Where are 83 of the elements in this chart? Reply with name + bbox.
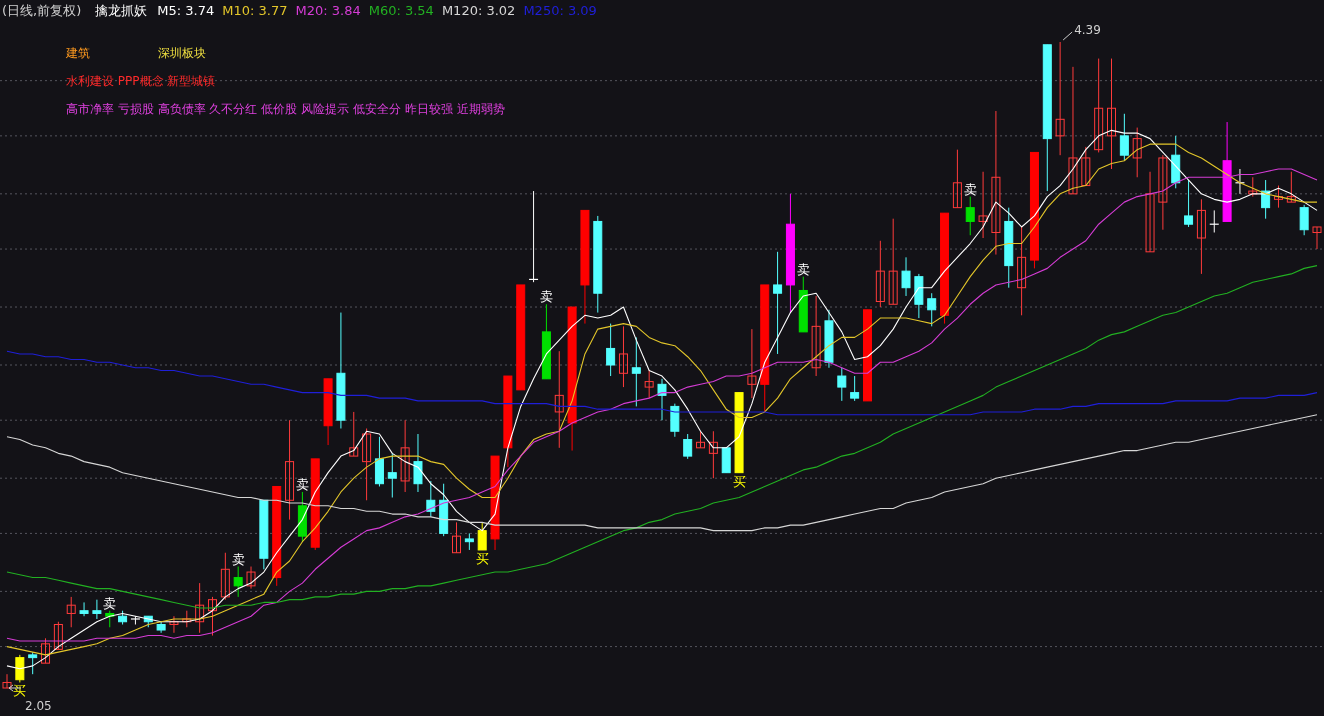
- text: M250: 3.09: [523, 3, 597, 18]
- text: 卖: [295, 476, 309, 492]
- candlestick: [1081, 146, 1091, 187]
- annotation: 深圳板块: [158, 46, 206, 60]
- text: 买: [732, 473, 746, 489]
- candlestick: [1312, 226, 1322, 250]
- candlestick: [850, 375, 860, 402]
- annotation: 高市净率 亏损股 高负债率 久不分红 低价股 风险提示 低安全分 昨日较强 近期弱势: [66, 102, 505, 116]
- annotation: 水利建设 PPP概念 新型城镇: [66, 74, 216, 88]
- candlestick: [66, 596, 76, 628]
- candlestick: [220, 552, 230, 601]
- candlestick: [631, 336, 641, 407]
- candlestick: [41, 637, 51, 664]
- candlestick: [1068, 66, 1078, 195]
- text: 买: [475, 550, 489, 566]
- candlestick: [2, 673, 14, 689]
- candlestick: [413, 433, 423, 493]
- candlestick: [15, 654, 25, 683]
- text: M60: 3.54: [368, 3, 434, 18]
- candlestick: [644, 370, 654, 399]
- candlestick: [708, 430, 718, 479]
- candlestick: [927, 292, 937, 327]
- candlestick: [79, 601, 89, 617]
- candlestick: [773, 251, 783, 355]
- candlestick: [1261, 179, 1271, 220]
- text: M120: 3.02: [441, 3, 516, 18]
- text: 买: [13, 683, 27, 699]
- picture-arrow-high: 4.39: [1062, 23, 1101, 41]
- candlestick: [452, 521, 462, 554]
- candlestick: [811, 295, 821, 377]
- text: 卖: [796, 261, 810, 277]
- candlestick: [1145, 171, 1155, 253]
- text: 卖: [539, 289, 553, 305]
- candlestick: [875, 240, 885, 308]
- chart-title: (日线,前复权): [2, 3, 82, 18]
- candlestick: [952, 149, 962, 209]
- candlestick: [1107, 58, 1117, 170]
- candlestick: [1184, 179, 1194, 228]
- candlestick: [991, 110, 1001, 256]
- candlestick: [246, 566, 256, 590]
- candlestick: [1119, 113, 1129, 162]
- candlestick: [400, 419, 410, 493]
- candlestick: [1286, 171, 1296, 203]
- candlestick: [1094, 58, 1104, 153]
- candlestick: [978, 171, 988, 239]
- text: 卖: [231, 551, 245, 567]
- candlestick: [92, 599, 102, 620]
- candlestick: [888, 218, 898, 305]
- candlestick: [195, 582, 205, 634]
- candlestick: [1196, 198, 1206, 275]
- candlestick: [1132, 127, 1142, 178]
- candlestick: [554, 350, 564, 449]
- text: 卖: [963, 181, 977, 197]
- candlestick: [207, 596, 217, 637]
- candlestick: [1055, 41, 1065, 156]
- candlestick: [53, 621, 63, 650]
- candlestick: [1248, 176, 1258, 198]
- text: M10: 3.77: [222, 3, 288, 18]
- text: M5: 3.74: [157, 3, 215, 18]
- candlestick: [28, 651, 38, 675]
- candlestick: [965, 196, 975, 236]
- candlestick: [1299, 204, 1309, 236]
- chart-subtitle: 擒龙抓妖: [95, 3, 148, 18]
- candlestick: [1158, 154, 1168, 231]
- text: 卖: [103, 595, 117, 611]
- text: M20: 3.84: [295, 3, 361, 18]
- candlestick: [285, 419, 295, 521]
- annotation: 建筑: [65, 46, 90, 60]
- candlestick: [1017, 226, 1027, 316]
- candlestick: [233, 566, 243, 598]
- candlestick: [657, 378, 667, 421]
- candlestick: [349, 411, 359, 457]
- candlestick: [169, 615, 179, 634]
- candlestick: [901, 256, 911, 297]
- candlestick: [606, 323, 616, 377]
- candlestick: [1273, 185, 1283, 209]
- candlestick: [618, 325, 628, 388]
- candlestick: [387, 452, 397, 499]
- candlestick: [683, 433, 693, 460]
- candlestick: [477, 521, 487, 551]
- candlestick: [837, 367, 847, 402]
- candlestick: [747, 328, 757, 399]
- candlestick: [362, 428, 372, 501]
